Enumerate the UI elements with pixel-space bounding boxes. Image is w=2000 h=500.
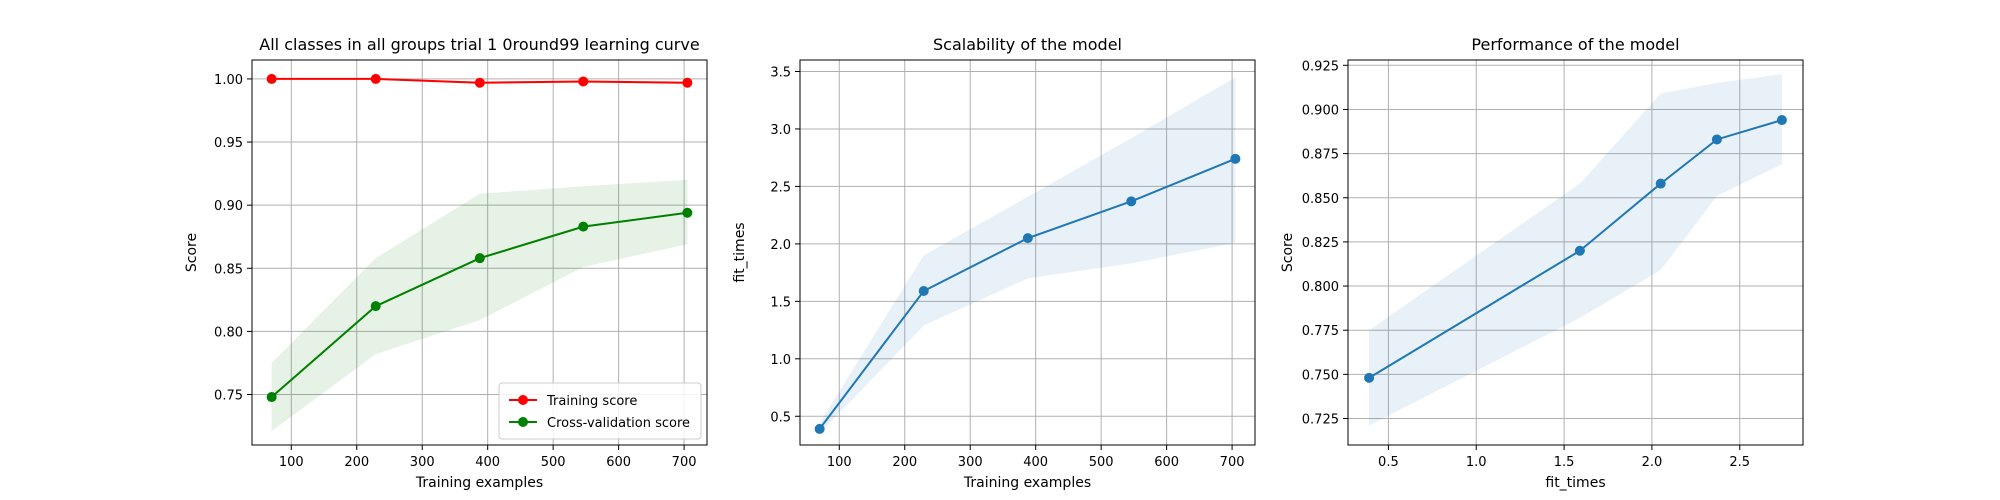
y-tick-label: 2.5 — [770, 180, 791, 195]
data-point — [682, 207, 693, 218]
y-tick-label: 0.925 — [1302, 59, 1339, 74]
legend-marker — [518, 417, 528, 427]
x-tick-label: 500 — [1089, 455, 1114, 470]
x-tick-label: 2.0 — [1642, 455, 1663, 470]
y-tick-label: 1.00 — [214, 73, 243, 88]
axes-frame — [251, 59, 708, 446]
axes-frame — [1347, 59, 1804, 446]
x-tick-label: 600 — [1154, 455, 1179, 470]
y-tick-label: 3.0 — [770, 123, 791, 138]
y-tick-label: 0.75 — [214, 389, 243, 404]
series-band — [271, 179, 688, 432]
data-point — [370, 73, 381, 84]
data-point — [1574, 245, 1585, 256]
x-tick-label: 700 — [672, 455, 697, 470]
x-tick-label: 1.5 — [1554, 455, 1575, 470]
x-tick-label: 300 — [958, 455, 983, 470]
data-point — [578, 221, 589, 232]
y-tick-label: 0.85 — [214, 262, 243, 277]
y-tick-label: 2.0 — [770, 238, 791, 253]
x-tick-label: 300 — [410, 455, 435, 470]
x-axis-label: fit_times — [1545, 475, 1605, 491]
y-tick-label: 0.900 — [1302, 103, 1339, 118]
x-tick-label: 0.5 — [1378, 455, 1399, 470]
data-point — [370, 301, 381, 312]
y-tick-label: 0.850 — [1302, 192, 1339, 207]
x-axis-label: Training examples — [415, 475, 543, 491]
series-band — [819, 77, 1236, 434]
legend-label: Training score — [546, 394, 637, 409]
data-point — [1230, 153, 1241, 164]
x-tick-label: 100 — [279, 455, 304, 470]
y-axis-label: Score — [184, 233, 200, 272]
data-point — [266, 392, 277, 403]
x-tick-label: 600 — [606, 455, 631, 470]
chart-title: Scalability of the model — [933, 35, 1122, 54]
legend-box — [498, 382, 702, 440]
chart-title: Performance of the model — [1471, 35, 1679, 54]
axes-frame — [799, 59, 1256, 446]
data-point — [474, 77, 485, 88]
y-tick-label: 0.5 — [770, 410, 791, 425]
y-tick-label: 0.95 — [214, 136, 243, 151]
y-tick-label: 0.750 — [1302, 368, 1339, 383]
x-tick-label: 500 — [541, 455, 566, 470]
y-tick-label: 0.90 — [214, 199, 243, 214]
data-point — [1655, 178, 1666, 189]
data-point — [814, 423, 825, 434]
x-tick-label: 200 — [892, 455, 917, 470]
legend: Training score Cross-validation score — [498, 382, 702, 440]
data-point — [682, 77, 693, 88]
y-tick-label: 0.775 — [1302, 324, 1339, 339]
data-point — [1364, 372, 1375, 383]
chart-panel-1: 100 200 300 400 500 600 700 0.75 0.80 0.85 0.90 0.9… — [184, 35, 708, 491]
x-axis-label: Training examples — [963, 475, 1091, 491]
y-tick-label: 0.875 — [1302, 148, 1339, 163]
x-tick-label: 2.5 — [1729, 455, 1750, 470]
y-tick-label: 1.0 — [770, 353, 791, 368]
data-point — [1126, 196, 1137, 207]
chart-panel-2: 100 200 300 400 500 600 700 0.5 1.0 1.5 2.0 2.5 3.0 3… — [732, 35, 1256, 491]
y-tick-label: 0.80 — [214, 325, 243, 340]
data-point — [918, 286, 929, 296]
x-tick-label: 700 — [1220, 455, 1245, 470]
x-tick-label: 400 — [1023, 455, 1048, 470]
data-point — [1776, 115, 1787, 126]
chart-title: All classes in all groups trial 1 0round… — [259, 35, 699, 54]
chart-panel-3: 0.5 1.0 1.5 2.0 2.5 0.725 0.750 0.775 0.800 0.825… — [1280, 35, 1804, 491]
x-tick-label: 1.0 — [1466, 455, 1487, 470]
x-tick-label: 100 — [827, 455, 852, 470]
x-tick-label: 200 — [344, 455, 369, 470]
legend-label: Cross-validation score — [547, 416, 690, 431]
x-tick-label: 400 — [475, 455, 500, 470]
y-tick-label: 0.825 — [1302, 236, 1339, 251]
y-axis-label: Score — [1280, 233, 1296, 272]
data-point — [1711, 134, 1722, 145]
data-point — [474, 253, 485, 264]
y-tick-label: 3.5 — [770, 65, 791, 80]
y-tick-label: 0.800 — [1302, 280, 1339, 295]
data-point — [1022, 233, 1033, 244]
legend-marker — [518, 395, 528, 405]
y-axis-label: fit_times — [732, 222, 748, 282]
y-tick-label: 1.5 — [770, 295, 791, 310]
data-point — [578, 76, 589, 87]
y-tick-label: 0.725 — [1302, 413, 1339, 428]
data-point — [266, 73, 277, 84]
